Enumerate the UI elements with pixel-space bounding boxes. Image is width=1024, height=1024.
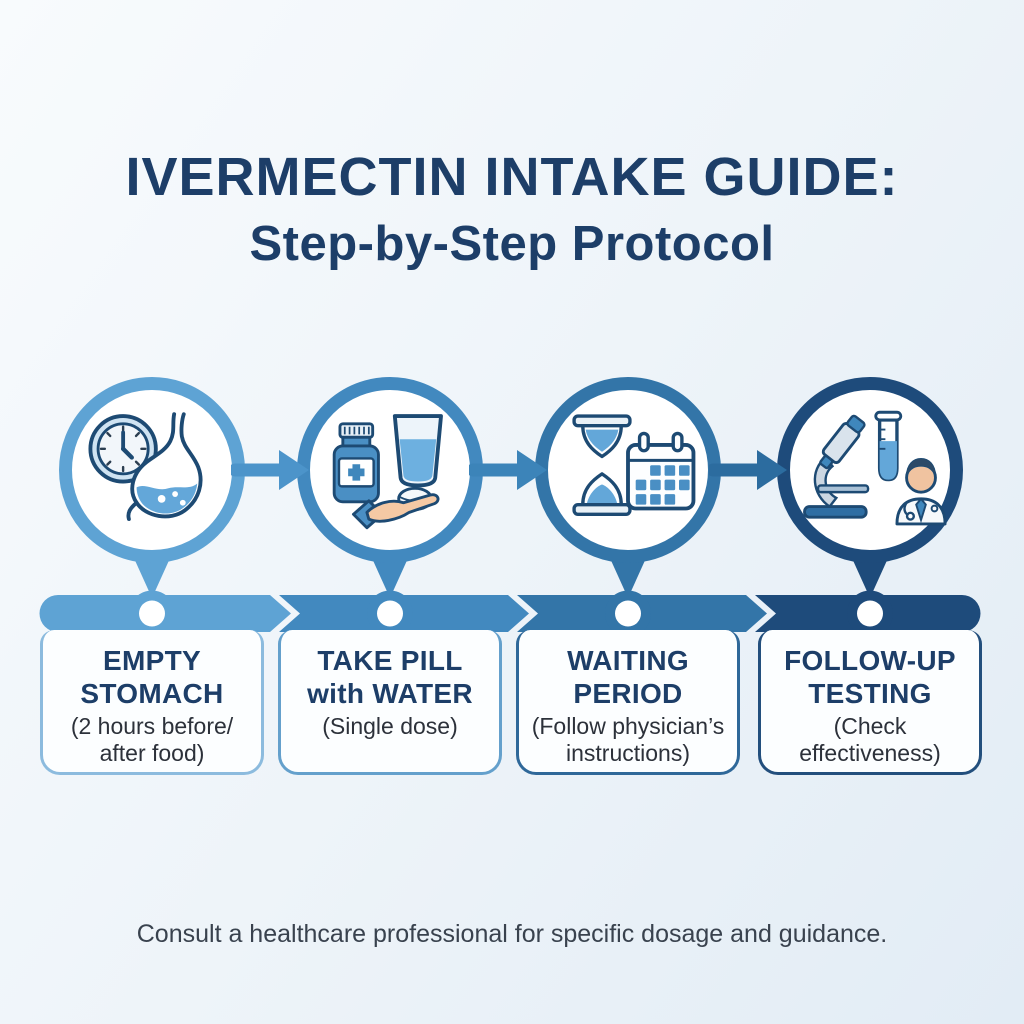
- timeline-marker: [857, 600, 883, 627]
- medicine-bottle-icon: [332, 422, 380, 504]
- doctor-icon: [895, 457, 947, 526]
- step-1-circle: [59, 377, 245, 563]
- hourglass-icon: [572, 414, 632, 516]
- timeline-segment-1: [39, 590, 291, 637]
- step-3-subtext: (Follow physician’s instructions): [531, 713, 725, 767]
- test-tube-icon: [874, 410, 903, 482]
- arrow-icon: [709, 450, 787, 490]
- step-4-subtext: (Check effectiveness): [799, 713, 941, 767]
- step-2-circle: [297, 377, 483, 563]
- step-4-circle: [777, 377, 963, 563]
- step-pointer: [609, 556, 647, 598]
- timeline-segment-3: [517, 590, 767, 637]
- arrow-icon: [469, 450, 547, 490]
- step-3-heading: WAITING PERIOD: [567, 645, 689, 710]
- step-4-label-box: FOLLOW-UP TESTING (Check effectiveness): [758, 630, 982, 775]
- disclaimer-text: Consult a healthcare professional for sp…: [136, 920, 888, 948]
- step-2-subtext: (Single dose): [322, 713, 458, 740]
- step-4-heading: FOLLOW-UP TESTING: [784, 645, 956, 710]
- water-glass-icon: [392, 414, 443, 488]
- stomach-icon: [126, 412, 203, 522]
- step-1-heading: EMPTY STOMACH: [80, 645, 224, 710]
- timeline-marker: [377, 600, 403, 627]
- step-pointer: [371, 556, 409, 598]
- step-pointer: [133, 556, 171, 598]
- step-3-label-box: WAITING PERIOD (Follow physician’s instr…: [516, 630, 740, 775]
- timeline-segment-4: [755, 590, 981, 637]
- step-1-subtext: (2 hours before/ after food): [70, 713, 234, 767]
- timeline-bar: [39, 556, 981, 637]
- step-2-label-box: TAKE PILL with WATER (Single dose): [278, 630, 502, 775]
- arrow-icon: [231, 450, 309, 490]
- timeline-segment-2: [279, 590, 529, 637]
- step-3-circle: [535, 377, 721, 563]
- timeline-marker: [139, 600, 165, 627]
- hand-icon: [351, 493, 440, 530]
- timeline-marker: [615, 600, 641, 627]
- title-line2: Step-by-Step Protocol: [249, 217, 775, 271]
- clock-icon: [88, 414, 158, 484]
- microscope-icon: [803, 414, 870, 519]
- step-pointer: [851, 556, 889, 598]
- page-title: IVERMECTIN INTAKE GUIDE: Step-by-Step Pr…: [0, 146, 1024, 272]
- step-2-heading: TAKE PILL with WATER: [307, 645, 473, 710]
- step-1-label-box: EMPTY STOMACH (2 hours before/ after foo…: [40, 630, 264, 775]
- calendar-icon: [626, 431, 696, 511]
- title-line1: IVERMECTIN INTAKE GUIDE:: [125, 147, 899, 207]
